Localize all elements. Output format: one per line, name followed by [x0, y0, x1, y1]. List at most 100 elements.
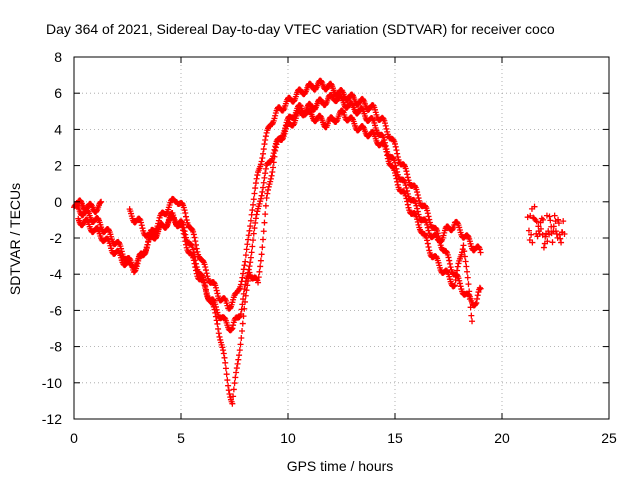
data-point — [181, 228, 188, 235]
data-point — [245, 232, 252, 239]
data-point — [200, 276, 207, 283]
data-point — [451, 282, 458, 289]
data-point — [349, 115, 356, 122]
data-point — [462, 258, 469, 265]
data-point — [414, 189, 421, 196]
data-point — [201, 279, 208, 286]
data-point — [297, 102, 304, 109]
data-point — [231, 380, 238, 387]
data-point — [271, 153, 278, 160]
data-point — [272, 112, 279, 119]
data-point — [269, 168, 276, 175]
data-point — [252, 219, 259, 226]
data-point — [533, 218, 540, 225]
data-point — [264, 190, 271, 197]
data-point — [226, 391, 233, 398]
data-point — [555, 216, 562, 223]
data-point — [414, 205, 421, 212]
data-point — [456, 280, 463, 287]
data-point — [392, 172, 399, 179]
data-point — [254, 172, 261, 179]
data-point — [250, 196, 257, 203]
data-point — [383, 125, 390, 132]
data-point — [98, 198, 105, 205]
data-point — [225, 382, 232, 389]
data-point — [249, 207, 256, 214]
y-tick-label: -10 — [42, 375, 62, 391]
data-point — [212, 313, 219, 320]
data-point — [258, 158, 265, 165]
data-point — [460, 242, 467, 249]
data-point — [183, 217, 190, 224]
data-point — [272, 147, 279, 154]
y-tick-label: 2 — [54, 158, 62, 174]
data-point — [252, 185, 259, 192]
data-point — [242, 252, 249, 259]
data-point — [456, 277, 463, 284]
data-point — [270, 159, 277, 166]
data-point — [415, 195, 422, 202]
data-point — [404, 198, 411, 205]
data-point — [212, 309, 219, 316]
data-point — [402, 182, 409, 189]
data-point — [190, 246, 197, 253]
y-tick-label: 0 — [54, 194, 62, 210]
data-point — [269, 121, 276, 128]
data-point — [394, 178, 401, 185]
data-point — [211, 306, 218, 313]
data-point — [251, 190, 258, 197]
data-point — [550, 223, 557, 230]
data-point — [203, 270, 210, 277]
data-point — [202, 283, 209, 290]
data-point — [538, 215, 545, 222]
data-point — [258, 251, 265, 258]
data-point — [544, 238, 551, 245]
data-point — [239, 320, 246, 327]
data-point — [380, 140, 387, 147]
data-point — [443, 248, 450, 255]
data-point — [446, 260, 453, 267]
data-point — [384, 152, 391, 159]
data-point — [251, 225, 258, 232]
data-point — [265, 186, 272, 193]
data-point — [262, 170, 269, 177]
x-tick-label: 5 — [177, 430, 185, 446]
data-point — [233, 365, 240, 372]
data-point — [180, 221, 187, 228]
data-point — [270, 164, 277, 171]
data-point — [392, 140, 398, 147]
data-point — [215, 325, 222, 332]
data-point — [244, 241, 251, 248]
data-point — [268, 172, 275, 179]
data-point — [281, 127, 288, 134]
data-point — [258, 192, 265, 199]
data-point — [246, 227, 253, 234]
data-point — [259, 154, 266, 161]
data-point — [192, 238, 199, 245]
data-point — [241, 262, 248, 269]
data-point — [411, 183, 418, 190]
data-point — [476, 246, 483, 253]
data-point — [438, 238, 445, 245]
data-point — [477, 249, 484, 256]
data-point — [192, 260, 199, 267]
data-point — [216, 333, 223, 340]
data-point — [230, 386, 237, 393]
data-point — [383, 148, 390, 155]
data-point — [182, 209, 189, 216]
data-point — [261, 141, 268, 148]
data-point — [261, 174, 268, 181]
data-point — [551, 212, 558, 219]
data-point — [529, 239, 536, 246]
y-tick-label: -6 — [50, 302, 63, 318]
data-point — [260, 146, 267, 153]
data-point — [271, 115, 278, 122]
data-point — [447, 264, 454, 271]
data-point — [232, 374, 239, 381]
data-point — [476, 284, 483, 291]
data-point — [404, 171, 411, 178]
data-point — [228, 326, 235, 333]
data-point — [257, 195, 264, 202]
data-point — [559, 229, 566, 236]
